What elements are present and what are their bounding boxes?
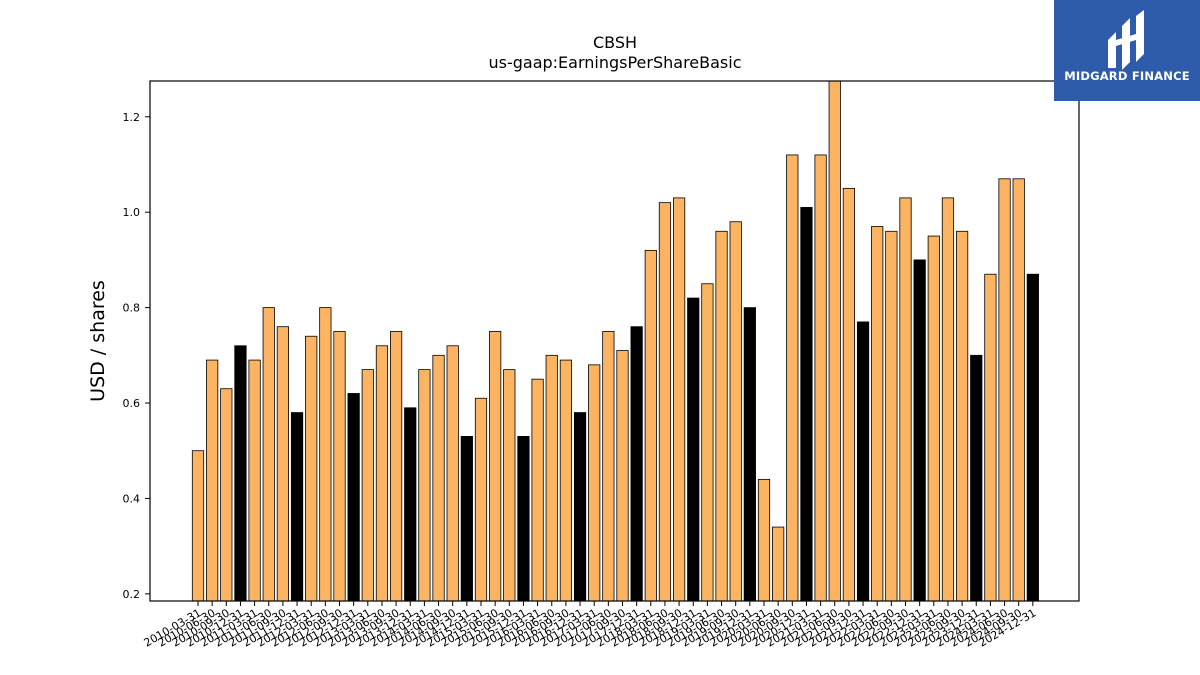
bar-2010-06-30 (206, 359, 219, 602)
bar-2024-09-30 (1012, 178, 1025, 602)
bar-2013-03-31 (361, 369, 374, 602)
bar-2016-03-31 (531, 378, 544, 602)
bar-2019-06-30 (715, 230, 728, 602)
midgard-finance-logo: MIDGARD FINANCE (1054, 0, 1200, 101)
bar-2010-03-31 (191, 450, 205, 602)
y-axis: 0.2 0.4 0.6 0.8 1.0 1.2 (123, 111, 150, 601)
plot-frame (149, 80, 1080, 602)
bar-2015-12-31 (517, 436, 530, 602)
bar-2011-12-31 (290, 412, 304, 602)
bar-2012-09-30 (333, 331, 346, 602)
bar-2017-09-30 (616, 350, 629, 602)
bar-2011-09-30 (276, 326, 290, 602)
bar-2019-12-31 (743, 307, 756, 602)
bar-2019-03-31 (701, 283, 714, 602)
bar-2020-03-31 (757, 478, 771, 602)
bar-2018-09-30 (673, 197, 686, 602)
chart-title: CBSH (593, 33, 637, 52)
bar-2012-03-31 (305, 335, 318, 602)
bar-2021-09-30 (842, 187, 856, 602)
bar-2014-12-31 (460, 436, 473, 602)
logo-text: MIDGARD FINANCE (1064, 69, 1190, 83)
bar-2015-06-30 (489, 331, 502, 602)
y-tick-label-0.8: 0.8 (123, 302, 141, 315)
bar-2021-03-31 (814, 154, 827, 602)
y-tick-label-1.0: 1.0 (123, 206, 141, 219)
bar-2018-12-31 (687, 297, 700, 602)
bar-2021-06-30 (828, 80, 841, 602)
bar-2024-12-31 (1026, 273, 1039, 602)
bar-2022-12-31 (913, 259, 926, 602)
bar-2023-12-31 (970, 354, 983, 602)
bar-2022-06-30 (885, 230, 898, 602)
bar-2012-06-30 (319, 307, 332, 602)
bar-2013-06-30 (375, 345, 389, 602)
bar-2024-06-30 (998, 178, 1011, 602)
bar-2015-09-30 (503, 369, 516, 602)
bar-2014-03-31 (418, 369, 431, 602)
bar-2017-12-31 (630, 326, 643, 602)
bars (191, 80, 1039, 602)
bar-2010-12-31 (234, 345, 247, 602)
bar-2018-06-30 (658, 202, 672, 602)
bar-2017-03-31 (588, 364, 601, 602)
x-axis: 2010-03-312010-06-302010-09-302010-12-31… (142, 601, 1038, 650)
bar-2020-09-30 (786, 154, 799, 602)
bar-2012-12-31 (347, 393, 360, 602)
bar-2013-12-31 (404, 407, 417, 602)
bar-2017-06-30 (602, 331, 615, 602)
y-tick-label-0.4: 0.4 (123, 492, 141, 505)
bar-2020-12-31 (800, 207, 813, 602)
y-tick-label-0.6: 0.6 (123, 397, 141, 410)
bar-2015-03-31 (474, 397, 488, 602)
bar-2014-06-30 (432, 354, 445, 602)
bar-2011-06-30 (262, 307, 275, 602)
bar-2022-09-30 (899, 197, 912, 602)
y-tick-label-1.2: 1.2 (123, 111, 141, 124)
bar-2024-03-31 (984, 273, 997, 602)
bar-2021-12-31 (856, 321, 870, 602)
bar-2011-03-31 (248, 359, 261, 602)
bar-2010-09-30 (220, 388, 233, 602)
bar-2020-06-30 (772, 526, 785, 602)
midgard-logo-icon (1108, 10, 1144, 70)
bar-2013-09-30 (389, 331, 403, 602)
y-tick-label-0.2: 0.2 (123, 588, 141, 601)
bar-2016-06-30 (545, 354, 558, 602)
bar-2023-09-30 (956, 230, 969, 602)
bar-2019-09-30 (729, 221, 742, 602)
bar-2014-09-30 (446, 345, 459, 602)
bar-2018-03-31 (644, 249, 657, 602)
bar-2023-03-31 (927, 235, 940, 602)
bar-2023-06-30 (941, 197, 955, 602)
chart-subtitle: us-gaap:EarningsPerShareBasic (488, 53, 741, 72)
bar-2016-09-30 (559, 359, 573, 602)
bar-2016-12-31 (573, 412, 587, 602)
y-axis-label: USD / shares (87, 280, 109, 402)
bar-2022-03-31 (871, 226, 884, 602)
